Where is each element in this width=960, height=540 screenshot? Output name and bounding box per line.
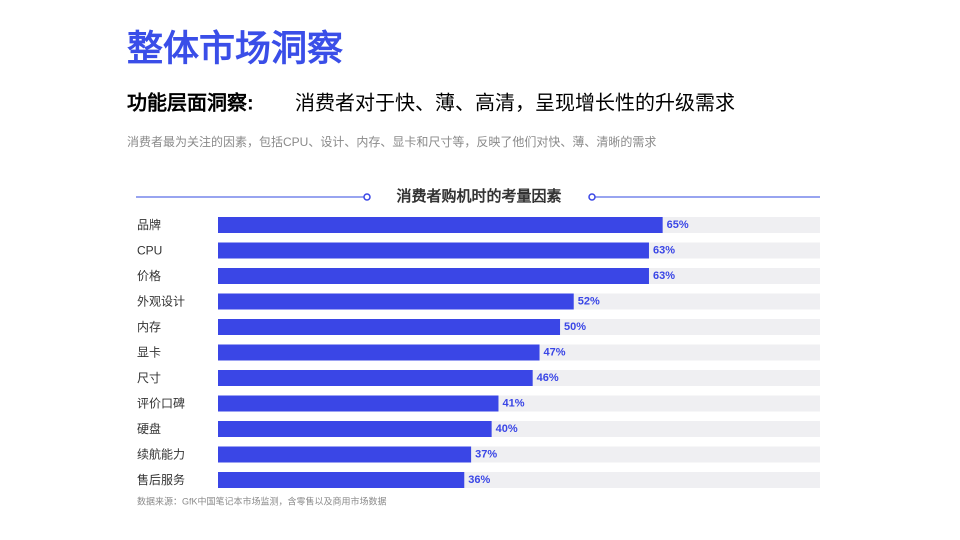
- category-label: 显卡: [137, 346, 161, 360]
- value-label: 36%: [468, 474, 490, 486]
- title-dot: [588, 193, 596, 201]
- value-label: 65%: [667, 219, 689, 231]
- value-label: 47%: [544, 346, 566, 358]
- bar: [218, 395, 499, 412]
- subtitle-lead: 功能层面洞察:: [127, 90, 254, 114]
- value-label: 37%: [475, 448, 497, 460]
- bar: [218, 268, 649, 284]
- bar: [218, 217, 663, 233]
- bar: [218, 446, 472, 463]
- bar: [218, 242, 649, 259]
- subtitle: 消费者对于快、薄、高清，呈现增长性的升级需求: [295, 91, 735, 114]
- category-label: 售后服务: [137, 472, 185, 487]
- bar: [218, 421, 492, 437]
- category-label: 评价口碑: [137, 396, 185, 411]
- value-label: 50%: [564, 321, 586, 333]
- value-label: 46%: [537, 372, 559, 384]
- bar: [218, 344, 540, 361]
- description: 消费者最为关注的因素，包括CPU、设计、内存、显卡和尺寸等，反映了他们对快、薄、…: [127, 134, 656, 149]
- category-label: CPU: [137, 244, 162, 258]
- source-note: 数据来源：GfK中国笔记本市场监测，含零售以及商用市场数据: [137, 495, 387, 506]
- slide-title: 整体市场洞察: [127, 28, 343, 69]
- category-label: 续航能力: [137, 447, 185, 462]
- value-label: 52%: [578, 295, 600, 307]
- category-label: 品牌: [137, 218, 161, 232]
- value-label: 40%: [496, 423, 518, 435]
- category-label: 价格: [137, 268, 161, 283]
- title-dot: [363, 193, 371, 201]
- bar: [218, 319, 561, 335]
- category-label: 内存: [137, 320, 161, 334]
- bar: [218, 370, 533, 386]
- value-label: 63%: [653, 270, 675, 282]
- category-label: 外观设计: [137, 295, 185, 309]
- chart-title: 消费者购机时的考量因素: [396, 187, 561, 205]
- value-label: 63%: [653, 244, 675, 256]
- category-label: 硬盘: [137, 421, 161, 436]
- value-label: 41%: [502, 397, 524, 409]
- category-label: 尺寸: [137, 371, 161, 385]
- bar: [218, 472, 465, 488]
- bar: [218, 293, 574, 310]
